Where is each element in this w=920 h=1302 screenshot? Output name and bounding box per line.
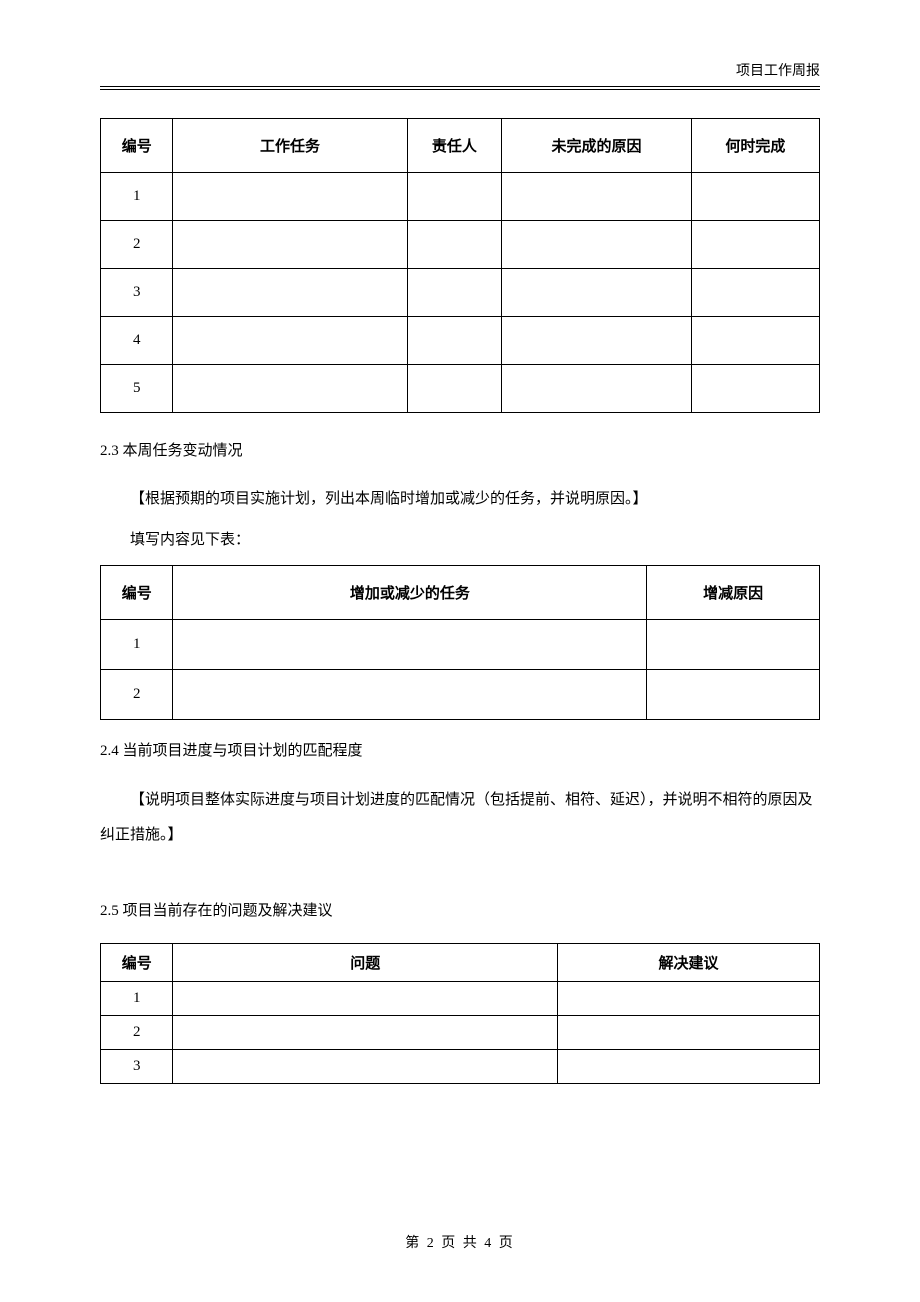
col-header-reason: 增减原因	[647, 566, 820, 620]
cell-when	[691, 221, 819, 269]
cell-task	[173, 221, 407, 269]
cell-task	[173, 620, 647, 670]
cell-when	[691, 317, 819, 365]
table-row: 2	[101, 670, 820, 720]
cell-person	[407, 173, 502, 221]
table-row: 5	[101, 365, 820, 413]
cell-person	[407, 269, 502, 317]
document-page: 项目工作周报 编号 工作任务 责任人 未完成的原因 何时完成 1 2	[0, 0, 920, 1302]
cell-num: 1	[101, 982, 173, 1016]
cell-person	[407, 317, 502, 365]
cell-reason	[502, 173, 692, 221]
section-23-fillnote: 填写内容见下表：	[100, 524, 820, 557]
page-footer: 第 2 页 共 4 页	[0, 1232, 920, 1252]
cell-suggest	[558, 1050, 820, 1084]
cell-reason	[502, 269, 692, 317]
cell-num: 2	[101, 221, 173, 269]
col-header-issue: 问题	[173, 944, 558, 982]
cell-task	[173, 317, 407, 365]
cell-when	[691, 173, 819, 221]
section-23-note: 【根据预期的项目实施计划，列出本周临时增加或减少的任务，并说明原因。】	[100, 483, 820, 516]
col-header-when: 何时完成	[691, 119, 819, 173]
cell-person	[407, 365, 502, 413]
table-row: 1	[101, 173, 820, 221]
table-row: 4	[101, 317, 820, 365]
cell-task	[173, 365, 407, 413]
col-header-reason: 未完成的原因	[502, 119, 692, 173]
table-row: 2	[101, 1016, 820, 1050]
cell-person	[407, 221, 502, 269]
cell-task	[173, 670, 647, 720]
cell-reason	[647, 670, 820, 720]
incomplete-tasks-table: 编号 工作任务 责任人 未完成的原因 何时完成 1 2	[100, 118, 820, 413]
cell-issue	[173, 1016, 558, 1050]
table-header-row: 编号 问题 解决建议	[101, 944, 820, 982]
cell-reason	[647, 620, 820, 670]
col-header-num: 编号	[101, 119, 173, 173]
table-row: 1	[101, 620, 820, 670]
table-row: 3	[101, 269, 820, 317]
cell-reason	[502, 365, 692, 413]
cell-num: 1	[101, 620, 173, 670]
cell-num: 4	[101, 317, 173, 365]
cell-num: 5	[101, 365, 173, 413]
cell-task	[173, 173, 407, 221]
cell-reason	[502, 317, 692, 365]
cell-num: 2	[101, 1016, 173, 1050]
col-header-suggest: 解决建议	[558, 944, 820, 982]
cell-suggest	[558, 982, 820, 1016]
cell-issue	[173, 1050, 558, 1084]
table-row: 2	[101, 221, 820, 269]
cell-num: 3	[101, 1050, 173, 1084]
cell-reason	[502, 221, 692, 269]
cell-issue	[173, 982, 558, 1016]
col-header-person: 责任人	[407, 119, 502, 173]
col-header-task: 增加或减少的任务	[173, 566, 647, 620]
section-24-note: 【说明项目整体实际进度与项目计划进度的匹配情况（包括提前、相符、延迟），并说明不…	[100, 783, 820, 852]
col-header-task: 工作任务	[173, 119, 407, 173]
table-header-row: 编号 工作任务 责任人 未完成的原因 何时完成	[101, 119, 820, 173]
table-row: 1	[101, 982, 820, 1016]
col-header-num: 编号	[101, 944, 173, 982]
cell-num: 1	[101, 173, 173, 221]
cell-suggest	[558, 1016, 820, 1050]
cell-when	[691, 365, 819, 413]
col-header-num: 编号	[101, 566, 173, 620]
cell-num: 2	[101, 670, 173, 720]
issues-table: 编号 问题 解决建议 1 2 3	[100, 943, 820, 1084]
cell-num: 3	[101, 269, 173, 317]
cell-when	[691, 269, 819, 317]
cell-task	[173, 269, 407, 317]
table-row: 3	[101, 1050, 820, 1084]
page-header-title: 项目工作周报	[100, 60, 820, 87]
header-double-line	[100, 89, 820, 90]
section-23-heading: 2.3 本周任务变动情况	[100, 438, 820, 465]
section-25-heading: 2.5 项目当前存在的问题及解决建议	[100, 898, 820, 925]
table-header-row: 编号 增加或减少的任务 增减原因	[101, 566, 820, 620]
section-24-heading: 2.4 当前项目进度与项目计划的匹配程度	[100, 738, 820, 765]
spacer	[100, 860, 820, 888]
task-change-table: 编号 增加或减少的任务 增减原因 1 2	[100, 565, 820, 720]
